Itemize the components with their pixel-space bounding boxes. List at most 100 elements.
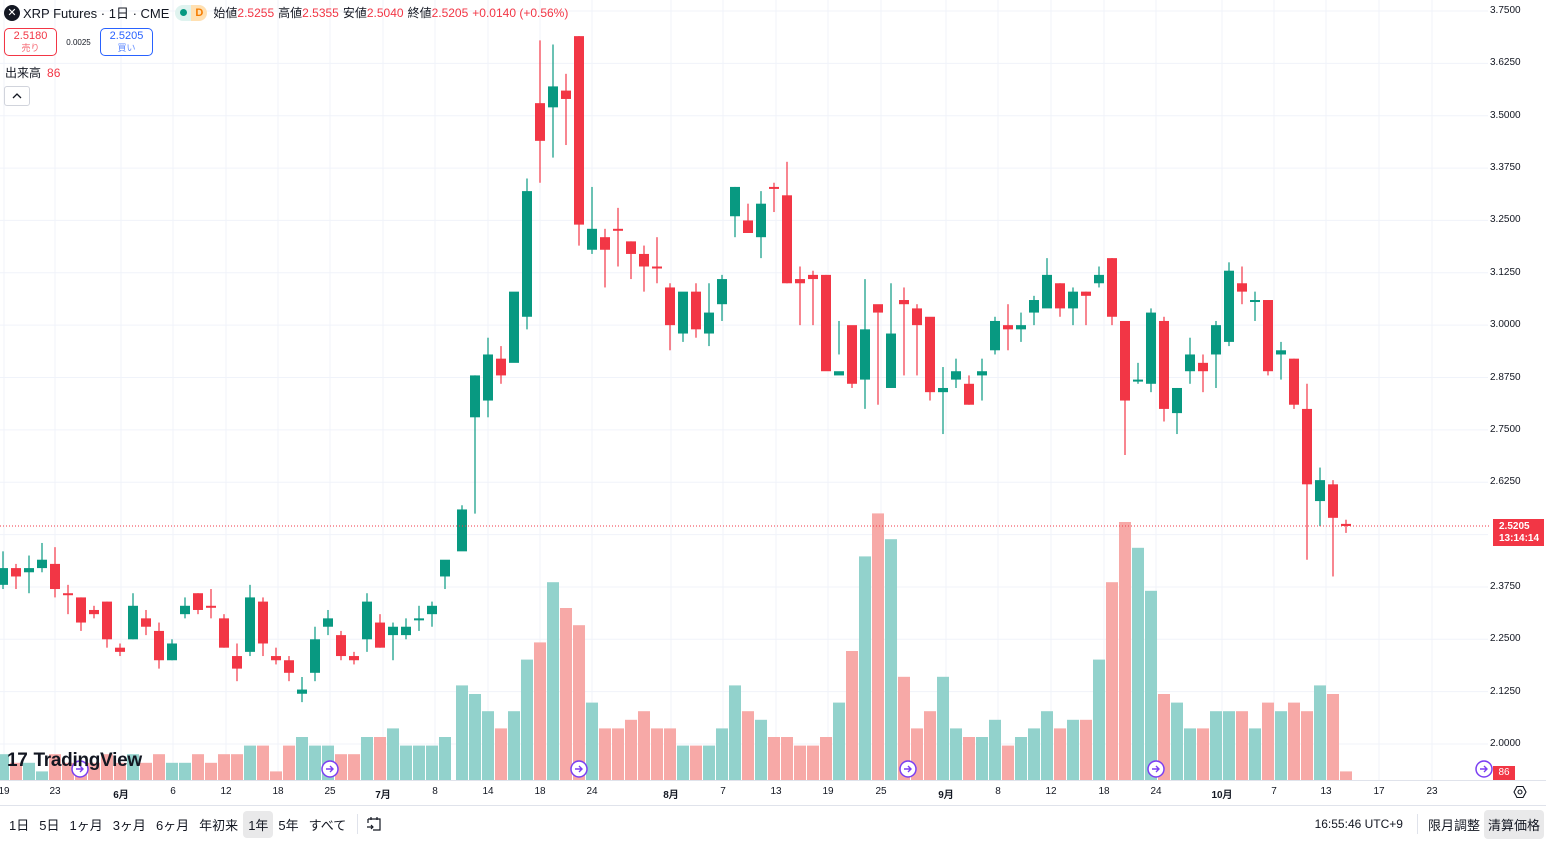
volume-bar <box>859 556 871 780</box>
candle <box>600 237 610 250</box>
range-button[interactable]: 6ヶ月 <box>155 817 190 833</box>
candle <box>1211 325 1221 355</box>
candle <box>626 241 636 254</box>
candle <box>743 220 753 233</box>
candle <box>0 568 8 585</box>
volume-bar <box>309 745 321 780</box>
buy-label: 買い <box>117 43 136 53</box>
delayed-data-badge: D <box>191 4 208 21</box>
range-button[interactable]: 年初来 <box>199 817 239 833</box>
volume-bar <box>1119 522 1131 780</box>
volume-bar <box>1106 582 1118 780</box>
volume-bar <box>1054 728 1066 780</box>
volume-bar <box>612 728 624 780</box>
range-button[interactable]: 3ヶ月 <box>112 817 146 833</box>
volume-bar <box>755 719 767 780</box>
volume-bar <box>361 737 373 780</box>
range-button[interactable]: 5年 <box>278 817 299 833</box>
volume-bar <box>348 754 360 780</box>
candle <box>1042 274 1052 309</box>
candle <box>245 597 255 652</box>
low-label: 安値 <box>342 6 367 20</box>
candle <box>821 274 831 372</box>
candle <box>258 601 268 644</box>
symbol-title[interactable]: XRP Futures · 1日 · CME <box>23 6 170 21</box>
volume-bar <box>521 659 533 780</box>
candle <box>808 274 818 280</box>
price-label: 2.2500 <box>1490 633 1521 645</box>
range-button[interactable]: 1年 <box>243 810 274 838</box>
volume-bar <box>807 745 819 780</box>
volume-bar <box>586 702 598 780</box>
volume-bar <box>885 539 897 780</box>
volume-bar <box>1080 719 1092 780</box>
candle <box>362 601 372 640</box>
volume-bar <box>10 762 22 780</box>
time-label: 24 <box>1150 786 1162 797</box>
candle <box>154 630 164 661</box>
trade-panel: 2.5180 売り 0.0025 2.5205 買い <box>4 28 153 56</box>
price-chart[interactable] <box>0 0 1546 805</box>
candle <box>128 605 138 640</box>
calendar-goto-icon[interactable] <box>364 814 384 834</box>
volume-bar <box>638 711 650 780</box>
collapse-legend-button[interactable] <box>4 86 30 106</box>
sell-button[interactable]: 2.5180 売り <box>4 28 57 56</box>
range-button[interactable]: すべて <box>308 817 347 833</box>
high-value: 2.5355 <box>302 5 339 20</box>
candle <box>401 626 411 636</box>
candle <box>509 291 519 363</box>
volume-bar <box>1288 702 1300 780</box>
candle <box>678 291 688 334</box>
market-status[interactable]: D <box>175 4 208 21</box>
volume-bar <box>387 728 399 780</box>
price-label: 2.1250 <box>1490 685 1521 697</box>
price-label: 3.3750 <box>1490 162 1521 174</box>
volume-bar <box>1002 745 1014 780</box>
candle <box>873 304 883 313</box>
candle <box>795 279 805 284</box>
volume-bar <box>690 745 702 780</box>
settlement-price-button[interactable]: 清算価格 <box>1483 809 1544 839</box>
volume-bar <box>153 754 165 780</box>
chart-legend: ✕ XRP Futures · 1日 · CME D 始値 2.5255 高値 … <box>4 3 572 22</box>
candle <box>548 86 558 108</box>
axis-settings-icon[interactable] <box>1513 785 1527 799</box>
volume-bar <box>179 762 191 780</box>
volume-bar <box>1210 711 1222 780</box>
tradingview-logo[interactable]: 17 TradingView <box>7 750 142 772</box>
volume-bar <box>1223 711 1235 780</box>
candle <box>769 186 779 189</box>
candle <box>11 568 21 577</box>
candle <box>847 325 857 384</box>
volume-bar <box>456 685 468 780</box>
price-label: 2.3750 <box>1490 580 1521 592</box>
contract-adjust-button[interactable]: 限月調整 <box>1427 817 1480 833</box>
buy-button[interactable]: 2.5205 買い <box>100 28 153 56</box>
time-label: 19 <box>822 786 834 797</box>
candle <box>37 559 47 569</box>
range-button[interactable]: 5日 <box>39 817 60 833</box>
volume-bar <box>651 728 663 780</box>
time-label: 8 <box>432 786 438 797</box>
price-label: 3.7500 <box>1490 5 1521 16</box>
price-label: 2.7500 <box>1490 423 1521 435</box>
volume-bar <box>36 771 48 780</box>
candle <box>1094 274 1104 284</box>
range-button[interactable]: 1ヶ月 <box>69 817 103 833</box>
volume-bar <box>1015 737 1027 780</box>
candle <box>561 90 571 99</box>
volume-bar <box>729 685 741 780</box>
clock[interactable]: 16:55:46 UTC+9 <box>1314 817 1403 831</box>
volume-legend[interactable]: 出来高 86 <box>5 64 60 81</box>
candle <box>219 618 229 648</box>
volume-bar <box>1327 694 1339 780</box>
candle <box>1016 325 1026 330</box>
volume-bar <box>283 745 295 780</box>
range-button[interactable]: 1日 <box>9 817 30 833</box>
volume-bar <box>846 651 858 780</box>
candle <box>834 371 844 376</box>
time-label: 19 <box>0 786 10 797</box>
candle <box>574 36 584 225</box>
date-range-group: 1日 5日 1ヶ月 3ヶ月 6ヶ月 年初来 1年 5年 すべて <box>4 810 351 838</box>
